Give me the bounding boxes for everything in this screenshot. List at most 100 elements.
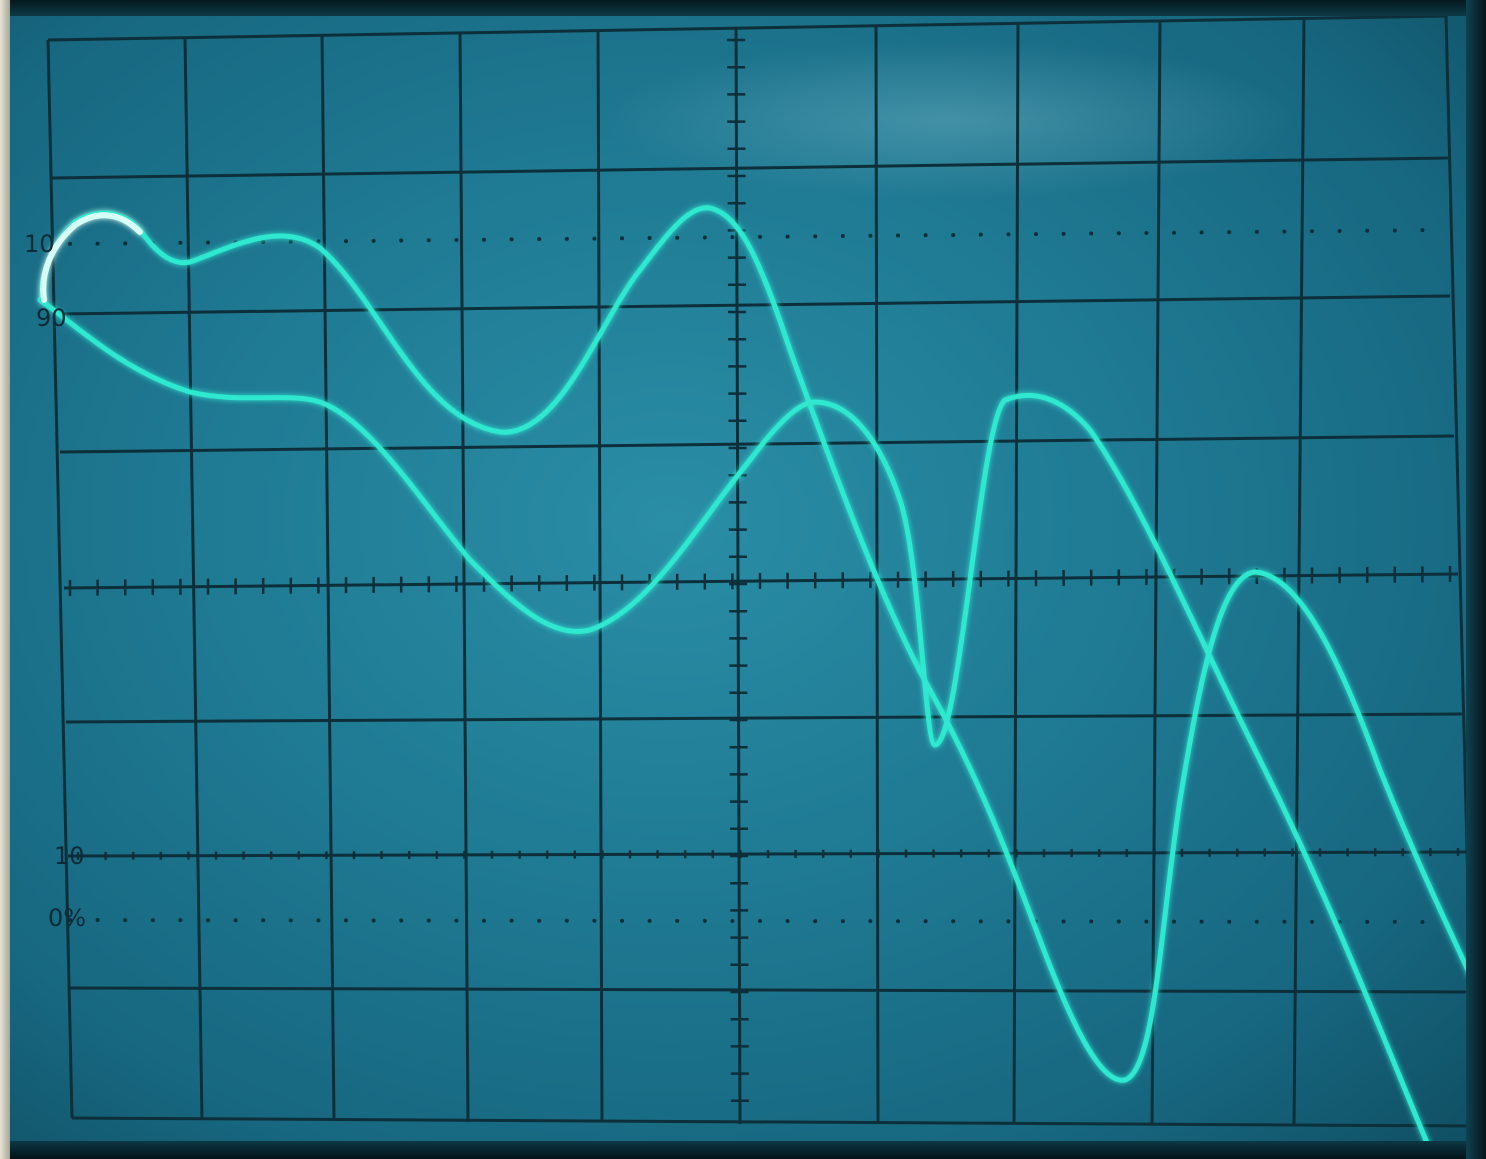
dot-0-percent <box>509 918 514 923</box>
grid-line-v2 <box>320 34 336 1121</box>
dot-100-percent <box>454 237 459 242</box>
dot-100-percent <box>344 239 348 244</box>
dot-0-percent <box>785 919 790 924</box>
dot-0-percent <box>647 918 652 923</box>
trace-bright-start <box>40 212 143 303</box>
screen-bezel-bottom <box>0 1141 1486 1159</box>
dot-0-percent <box>675 918 680 923</box>
dot-0-percent <box>1144 919 1149 924</box>
grid-line-v3 <box>458 32 470 1123</box>
dot-100-percent <box>1254 229 1259 234</box>
dot-0-percent <box>178 918 183 923</box>
dot-0-percent <box>730 918 735 923</box>
dot-0-percent <box>1061 919 1066 924</box>
dot-100-percent <box>978 232 983 237</box>
dot-100-percent <box>1420 228 1425 233</box>
dot-100-percent <box>1282 229 1287 234</box>
grid-line-h5 <box>65 712 1463 724</box>
label-0-percent: 0% <box>48 904 87 932</box>
dot-100-percent <box>1365 228 1370 233</box>
grid-line-v5 <box>734 27 742 1125</box>
dot-100-percent <box>675 235 680 240</box>
dot-0-percent <box>399 918 404 923</box>
grid-line-h1 <box>51 156 1449 180</box>
dot-0-percent <box>482 918 486 923</box>
dot-0-percent <box>233 918 238 923</box>
dot-0-percent <box>261 918 266 923</box>
dot-0-percent <box>371 918 376 923</box>
dot-100-percent <box>758 234 762 239</box>
dot-0-percent <box>95 918 100 923</box>
dot-0-percent <box>951 919 956 924</box>
dot-100-percent <box>1061 231 1066 236</box>
dot-100-percent <box>371 238 376 243</box>
dot-0-percent <box>454 918 459 923</box>
dot-0-percent <box>1254 919 1259 924</box>
dot-0-percent <box>1365 919 1370 924</box>
dot-0-percent <box>923 919 928 924</box>
screen-bezel-left <box>0 0 10 1159</box>
dot-100-percent <box>288 239 293 244</box>
dot-100-percent <box>896 233 900 238</box>
grid-line-v7 <box>1012 23 1020 1125</box>
label-10-percent: 10 <box>54 842 85 870</box>
dot-100-percent <box>1089 231 1094 236</box>
dot-0-percent <box>1227 919 1232 924</box>
trace-lower-waveform <box>37 297 1433 1153</box>
dot-100-percent <box>868 233 873 238</box>
grid-line-h7 <box>69 986 1471 994</box>
screen-bezel-top <box>0 0 1486 16</box>
dot-0-percent <box>1089 919 1094 924</box>
grid-line-v9 <box>1292 19 1306 1127</box>
dot-0-percent <box>564 918 569 923</box>
dot-0-percent <box>426 918 431 923</box>
dot-0-percent <box>123 918 128 923</box>
dot-0-percent <box>1337 919 1342 924</box>
dot-0-percent <box>813 919 818 924</box>
dot-0-percent <box>702 918 707 923</box>
dot-100-percent <box>564 236 569 241</box>
dot-0-percent <box>150 918 155 923</box>
dot-0-percent <box>68 918 72 923</box>
dot-100-percent <box>1006 232 1011 237</box>
dot-0-percent <box>592 918 597 923</box>
grid-line-v8 <box>1150 21 1162 1126</box>
dot-0-percent <box>1006 919 1011 924</box>
dot-100-percent <box>923 233 928 238</box>
grid-line-v0 <box>46 39 74 1119</box>
trace-upper-waveform <box>39 205 1473 1083</box>
dot-0-percent <box>896 919 900 924</box>
dot-0-percent <box>1420 919 1425 924</box>
dot-100-percent <box>426 238 431 243</box>
grid-line-h2 <box>55 294 1451 316</box>
dot-0-percent <box>758 919 762 924</box>
grid-line-h8 <box>71 1116 1475 1128</box>
dot-100-percent <box>206 240 210 245</box>
dot-100-percent <box>68 241 72 246</box>
dot-0-percent <box>1310 919 1314 924</box>
dot-0-percent <box>316 918 321 923</box>
dot-0-percent <box>537 918 542 923</box>
dot-0-percent <box>620 918 624 923</box>
dot-100-percent <box>1172 230 1176 235</box>
dot-100-percent <box>178 240 183 245</box>
dot-0-percent <box>1116 919 1121 924</box>
dot-0-percent <box>868 919 873 924</box>
grid-line-h0 <box>47 14 1447 42</box>
dot-100-percent <box>1144 230 1149 235</box>
dot-0-percent <box>1172 919 1176 924</box>
dot-100-percent <box>1116 231 1121 236</box>
dot-100-percent <box>1337 229 1342 234</box>
dot-0-percent <box>1199 919 1204 924</box>
dot-100-percent <box>509 237 514 242</box>
dot-100-percent <box>951 232 956 237</box>
dot-100-percent <box>702 235 707 240</box>
dot-100-percent <box>482 237 486 242</box>
dot-100-percent <box>647 236 652 241</box>
grid-line-v1 <box>183 37 204 1121</box>
reference-dotted-lines <box>68 228 1425 924</box>
grid-line-v4 <box>596 29 604 1123</box>
dot-100-percent <box>785 234 790 239</box>
